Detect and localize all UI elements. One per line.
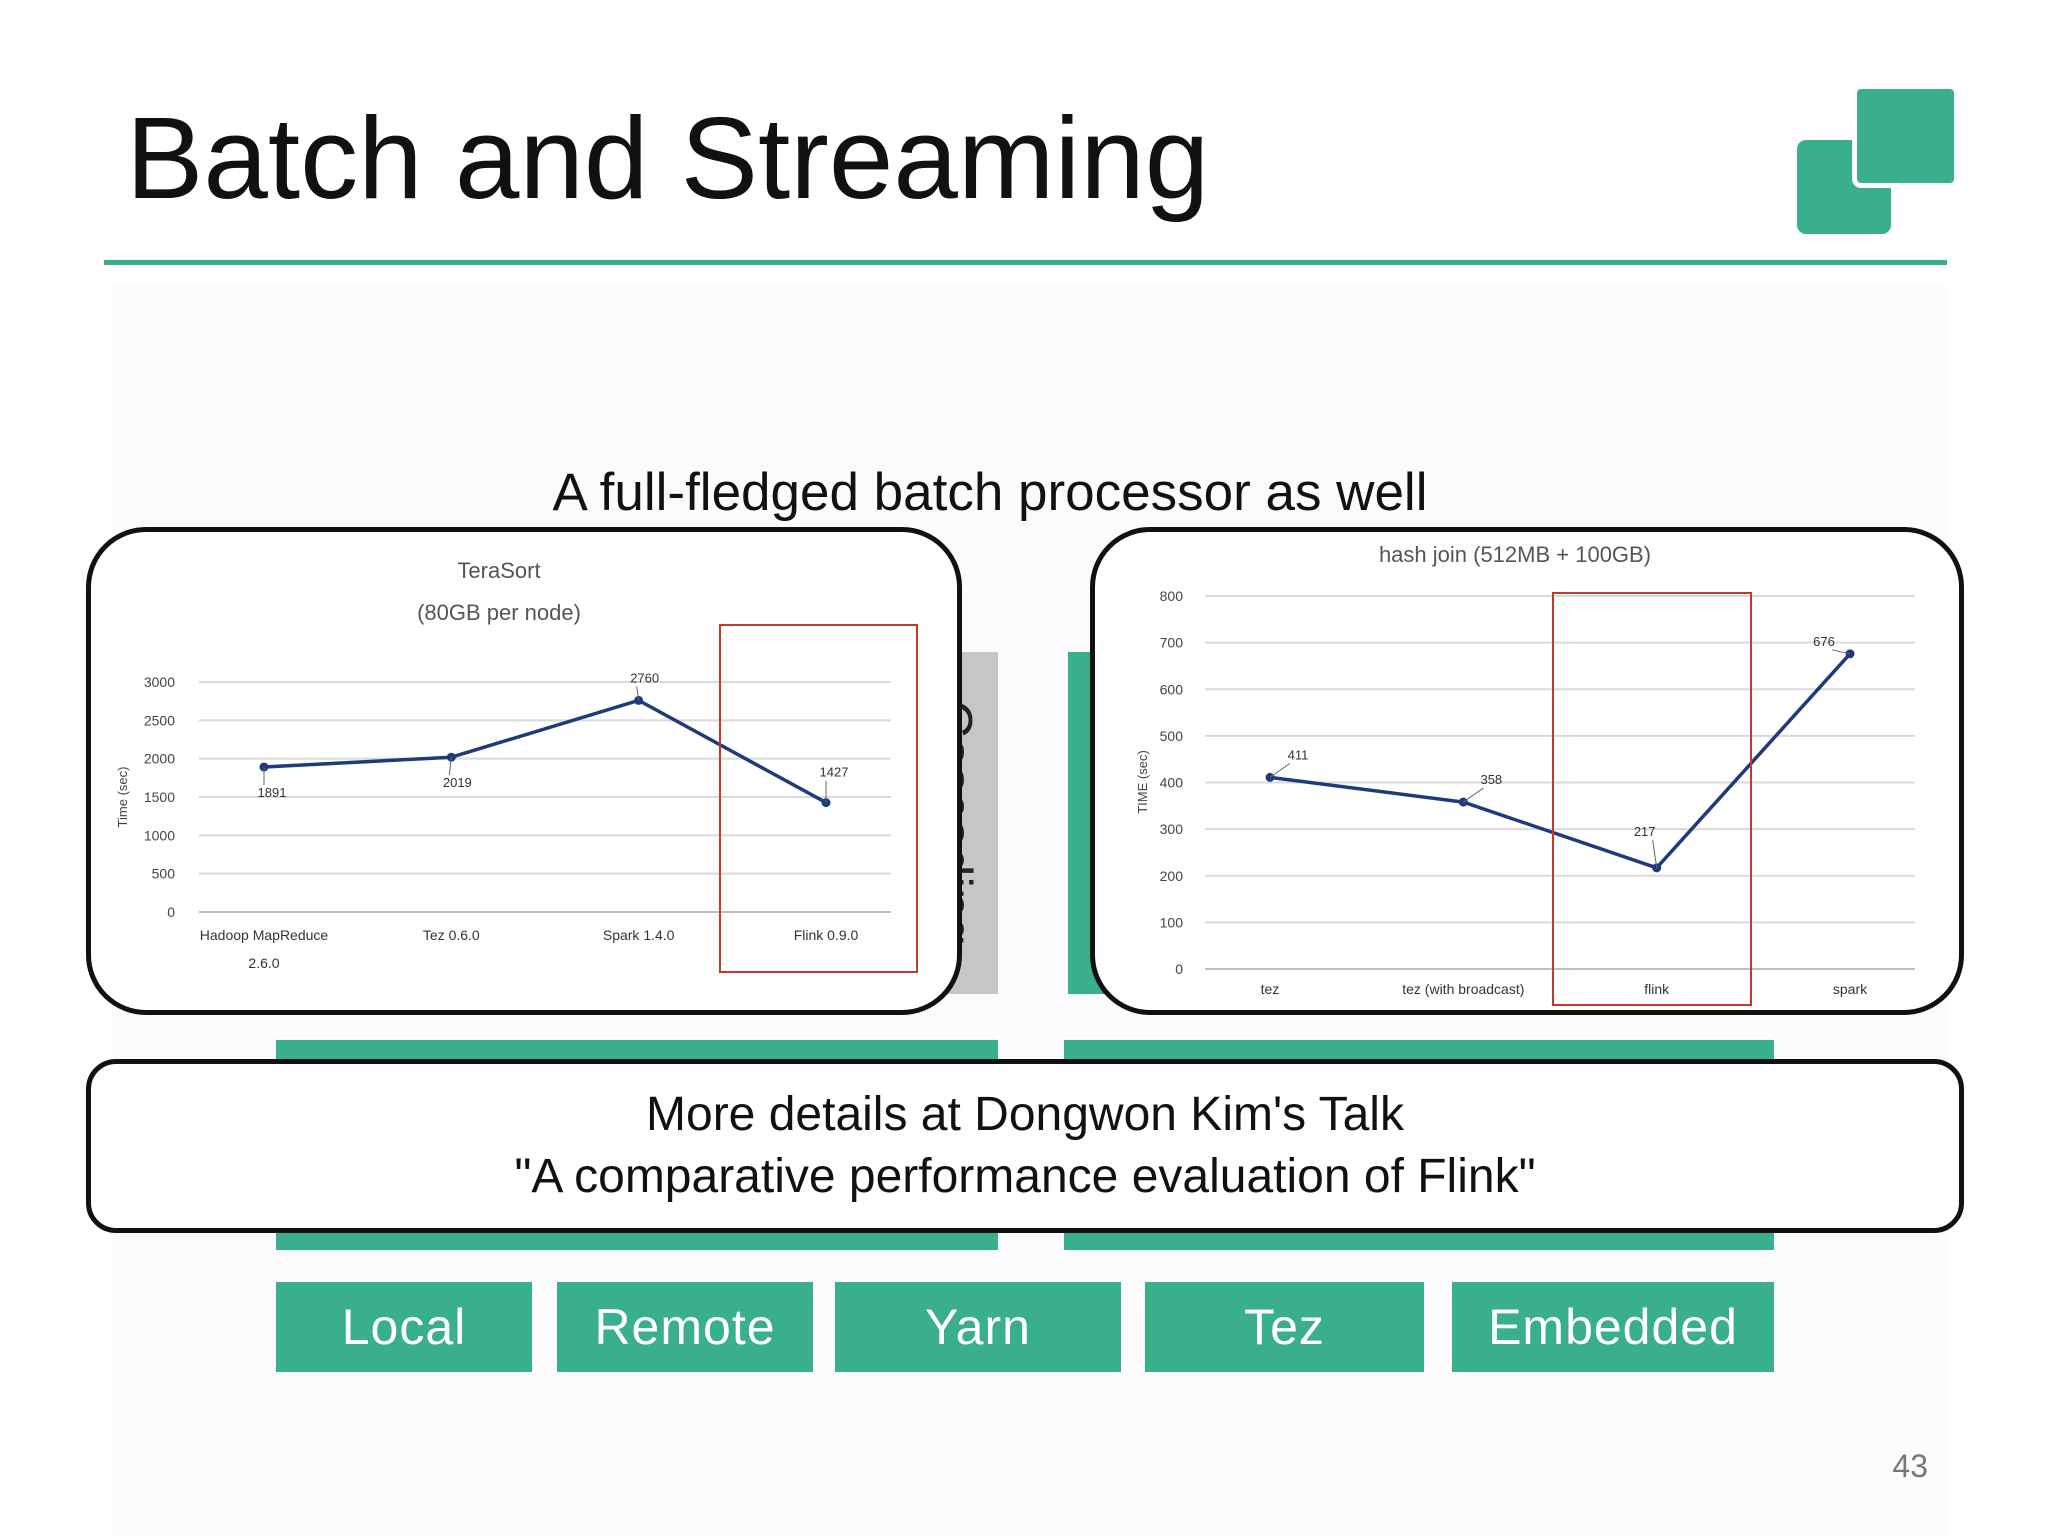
- callout-line-1: More details at Dongwon Kim's Talk: [646, 1088, 1404, 1141]
- y-tick-label: 2500: [144, 712, 175, 728]
- data-label: 1891: [258, 785, 287, 800]
- data-label-leader: [1652, 839, 1658, 868]
- flink-highlight-box: [719, 624, 918, 973]
- data-label: 1427: [820, 765, 849, 780]
- x-tick-label: Hadoop MapReduce: [200, 927, 329, 943]
- data-label-leader: [1463, 787, 1484, 803]
- x-tick-label-line2: 2.6.0: [248, 955, 279, 971]
- y-axis-label: Time (sec): [115, 767, 130, 828]
- page-number: 43: [1892, 1448, 1928, 1484]
- title-underline: [104, 260, 1947, 265]
- y-tick-label: 100: [1160, 914, 1184, 930]
- data-label: 2760: [630, 670, 659, 685]
- y-tick-label: 0: [167, 904, 175, 920]
- talk-callout: More details at Dongwon Kim's Talk "A co…: [86, 1059, 1964, 1233]
- mode-yarn: Yarn: [835, 1282, 1121, 1372]
- terasort-chart-panel: 0 500 1000 1500 2000 2500 3000 TeraSort (80GB pe…: [86, 527, 962, 1015]
- data-label: 217: [1634, 824, 1656, 839]
- chart-subtitle: (80GB per node): [417, 600, 581, 625]
- y-tick-label: 0: [1175, 961, 1183, 977]
- y-tick-label: 300: [1160, 821, 1184, 837]
- data-point: [259, 762, 269, 772]
- x-tick-label: Flink 0.9.0: [794, 927, 859, 943]
- mode-remote: Remote: [557, 1282, 813, 1372]
- data-label-leader: [1831, 649, 1851, 655]
- y-tick-label: 500: [152, 866, 176, 882]
- slide-title: Batch and Streaming: [126, 93, 1210, 223]
- slide-subtitle: A full-fledged batch processor as well: [552, 463, 1428, 522]
- y-tick-label: 400: [1160, 775, 1184, 791]
- logo-square-front: [1852, 84, 1959, 188]
- y-tick-label: 500: [1160, 728, 1184, 744]
- y-tick-label: 1500: [144, 789, 175, 805]
- data-label: 2019: [443, 775, 472, 790]
- data-label-leader: [636, 686, 640, 701]
- y-tick-label: 800: [1160, 588, 1184, 604]
- x-tick-label: flink: [1644, 981, 1670, 997]
- x-tick-label: Spark 1.4.0: [603, 927, 675, 943]
- chart-title: hash join (512MB + 100GB): [1379, 542, 1651, 567]
- x-tick-label: spark: [1833, 981, 1868, 997]
- data-label: 411: [1288, 747, 1309, 762]
- mode-embedded: Embedded: [1452, 1282, 1774, 1372]
- callout-line-2: "A comparative performance evaluation of…: [514, 1150, 1536, 1203]
- flink-highlight-box: [1552, 592, 1752, 1006]
- data-label: 676: [1813, 634, 1835, 649]
- y-axis-label: TIME (sec): [1135, 750, 1150, 814]
- y-tick-label: 600: [1160, 681, 1184, 697]
- mode-local: Local: [276, 1282, 532, 1372]
- x-tick-label: tez: [1261, 981, 1280, 997]
- y-tick-label: 200: [1160, 868, 1184, 884]
- hashjoin-chart: 0 100 200 300 400 500 600 700 800 hash join (512M…: [1135, 542, 1915, 1006]
- data-point: [634, 695, 644, 705]
- terasort-chart: 0 500 1000 1500 2000 2500 3000 TeraSort (80GB pe…: [115, 558, 918, 973]
- chart-title: TeraSort: [457, 558, 540, 583]
- x-tick-label: tez (with broadcast): [1402, 981, 1524, 997]
- y-tick-label: 2000: [144, 751, 175, 767]
- data-label: 358: [1480, 772, 1502, 787]
- data-label-leader: [1269, 762, 1291, 778]
- mode-tez: Tez: [1145, 1282, 1424, 1372]
- data-label-leader: [448, 757, 452, 776]
- x-tick-label: Tez 0.6.0: [423, 927, 480, 943]
- y-tick-label: 1000: [144, 827, 175, 843]
- y-tick-label: 700: [1160, 635, 1184, 651]
- y-tick-label: 3000: [144, 674, 175, 690]
- series-line: [1269, 652, 1852, 870]
- series-line: [263, 698, 827, 805]
- hashjoin-chart-panel: 0 100 200 300 400 500 600 700 800 hash join (512M…: [1090, 527, 1964, 1015]
